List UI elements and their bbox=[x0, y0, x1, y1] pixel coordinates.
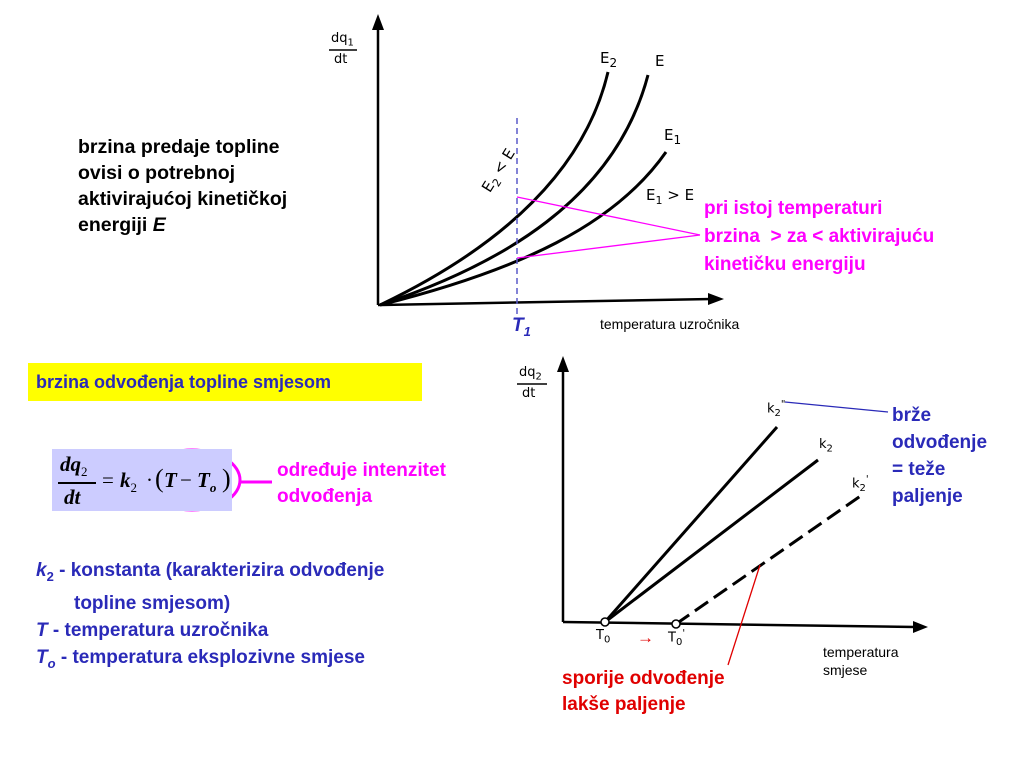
formula-fraction-bar bbox=[58, 482, 96, 484]
left-description-line1: brzina predaje topline bbox=[78, 136, 280, 158]
curve-e2 bbox=[379, 71, 610, 307]
magenta-note: pri istoj temperaturi brzina > za < akti… bbox=[704, 195, 1004, 279]
label-k2: k2 bbox=[819, 437, 833, 455]
blue-note-line1: brže bbox=[892, 405, 932, 426]
line-k2 bbox=[604, 458, 819, 624]
blue-note-line3: = teže bbox=[892, 459, 946, 480]
bottom-x-label-line1: temperatura bbox=[823, 644, 899, 660]
formula-numerator: dq2 bbox=[60, 452, 88, 480]
definitions: k2 - konstanta (karakterizira odvođenje … bbox=[36, 557, 486, 677]
formula-lparen: ( bbox=[155, 464, 164, 493]
bottom-y-label-den: dt bbox=[522, 386, 536, 401]
formula-rparen: ) bbox=[222, 464, 231, 493]
red-pointer bbox=[727, 564, 761, 666]
definition-k2: k2 - konstanta (karakterizira odvođenje bbox=[36, 560, 385, 584]
top-x-axis bbox=[377, 297, 713, 307]
bottom-y-arrow bbox=[557, 356, 569, 372]
blue-note-line2: odvođenje bbox=[892, 432, 988, 453]
formula-note: određuje intenzitet odvođenja bbox=[277, 458, 446, 510]
top-y-label-num: dq1 bbox=[331, 31, 354, 49]
curve-e bbox=[379, 74, 650, 307]
label-e1: E1 bbox=[664, 126, 682, 147]
bottom-x-label: temperatura smjese bbox=[823, 643, 898, 679]
label-t0: T0 bbox=[596, 628, 611, 646]
bottom-x-label-line2: smjese bbox=[823, 662, 868, 678]
blue-note-line4: paljenje bbox=[892, 486, 963, 507]
bottom-x-arrow bbox=[913, 621, 928, 633]
formula-k: k2 bbox=[120, 468, 137, 496]
label-e1-gt-e: E1 > E bbox=[646, 186, 695, 207]
formula: dq2 dt = k2 · ( T − To ) bbox=[58, 452, 238, 510]
left-description-line2: ovisi o potrebnoj bbox=[78, 162, 236, 184]
definition-T: T - temperatura uzročnika bbox=[36, 619, 269, 641]
magenta-note-line3: kinetičku energiju bbox=[704, 254, 866, 275]
point-t0-prime bbox=[671, 619, 681, 629]
arrow-t0-to-t0prime: → bbox=[637, 628, 654, 647]
formula-denominator: dt bbox=[64, 485, 81, 509]
top-x-arrow bbox=[708, 293, 724, 305]
magenta-pointer-upper bbox=[516, 196, 701, 236]
label-e2: E2 bbox=[600, 49, 618, 70]
definition-To: To - temperatura eksplozivne smjese bbox=[36, 646, 365, 671]
point-t0 bbox=[600, 617, 610, 627]
magenta-note-line2: brzina > za < aktivirajuću bbox=[704, 226, 935, 247]
label-k2-prime: k2' bbox=[852, 474, 869, 494]
formula-note-line2: odvođenja bbox=[277, 486, 373, 507]
formula-note-line1: određuje intenzitet bbox=[277, 460, 446, 481]
line-k2-double-prime bbox=[603, 426, 779, 623]
blue-note: brže odvođenje = teže paljenje bbox=[892, 402, 987, 510]
top-y-arrow bbox=[372, 14, 384, 30]
formula-eq: = bbox=[102, 468, 114, 492]
red-note-line2: lakše paljenje bbox=[562, 694, 686, 715]
yellow-title: brzina odvođenja topline smjesom bbox=[28, 363, 422, 401]
magenta-note-line1: pri istoj temperaturi bbox=[704, 198, 883, 219]
top-y-label-den: dt bbox=[334, 52, 348, 67]
blue-pointer bbox=[784, 401, 889, 413]
red-note-line1: sporije odvođenje bbox=[562, 668, 725, 689]
formula-box bbox=[52, 449, 232, 511]
left-description-line4: energiji E bbox=[78, 214, 166, 236]
left-description: brzina predaje topline ovisi o potrebnoj… bbox=[78, 134, 368, 238]
formula-T: T bbox=[164, 468, 177, 492]
label-k2-double-prime: k2" bbox=[767, 399, 786, 419]
left-description-line3: aktivirajućoj kinetičkoj bbox=[78, 188, 288, 210]
magenta-pointer-lower bbox=[516, 234, 701, 259]
label-e: E bbox=[655, 52, 665, 70]
formula-dot: · bbox=[146, 468, 153, 492]
red-note: sporije odvođenje lakše paljenje bbox=[562, 666, 725, 718]
label-t0-prime: T0' bbox=[668, 628, 686, 648]
formula-minus: − bbox=[180, 468, 192, 492]
curve-e1 bbox=[379, 151, 668, 307]
label-t1: T1 bbox=[512, 315, 531, 339]
line-k2-prime bbox=[675, 493, 863, 626]
bottom-y-label-num: dq2 bbox=[519, 365, 542, 383]
bottom-x-axis bbox=[562, 620, 916, 629]
definition-k2-cont: topline smjesom) bbox=[74, 592, 231, 614]
top-x-label: temperatura uzročnika bbox=[600, 316, 740, 332]
formula-To: To bbox=[197, 468, 217, 496]
